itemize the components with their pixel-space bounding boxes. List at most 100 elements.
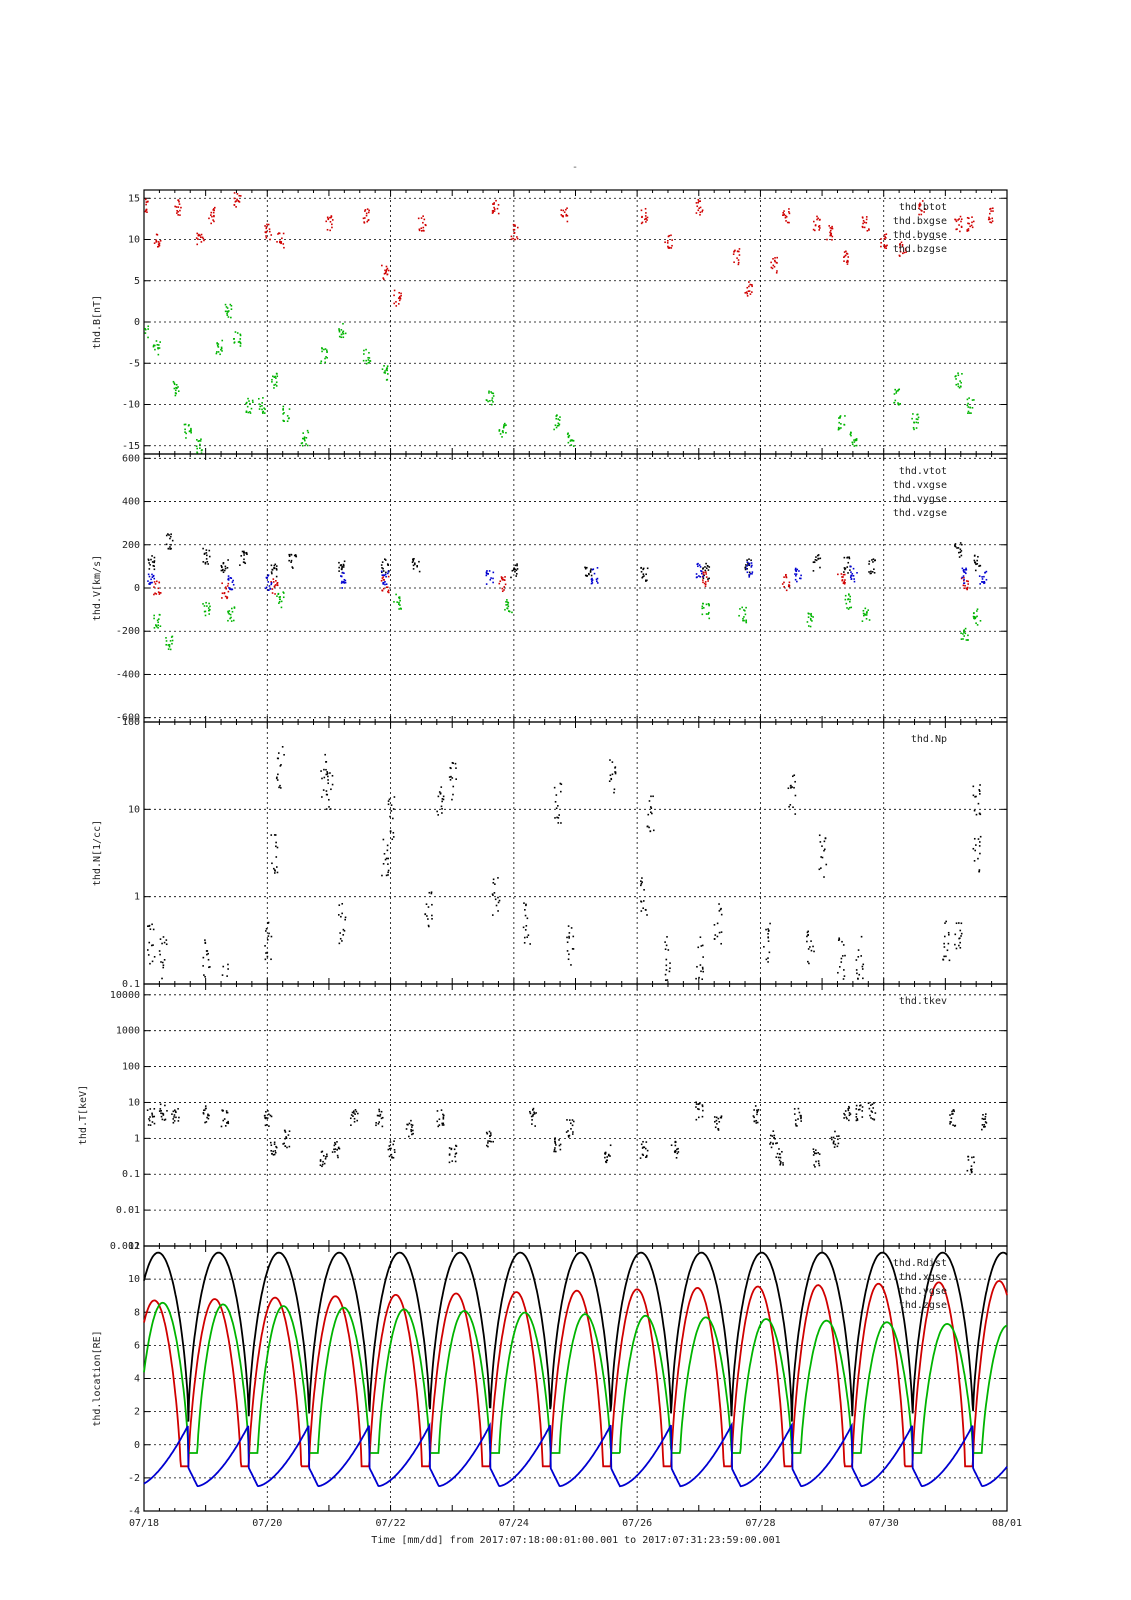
data-point <box>338 570 340 572</box>
data-point <box>270 564 273 567</box>
data-point <box>702 568 704 570</box>
data-point <box>869 572 872 575</box>
data-point <box>751 283 753 286</box>
data-point <box>560 783 563 786</box>
data-point <box>157 621 159 624</box>
y-tick-label: -4 <box>128 1506 140 1517</box>
data-point <box>720 907 722 910</box>
data-point <box>502 431 504 434</box>
data-point <box>780 1161 782 1163</box>
data-point <box>708 566 711 568</box>
data-point <box>386 367 389 369</box>
data-point <box>865 617 868 620</box>
data-point <box>221 569 224 572</box>
data-point <box>295 555 298 558</box>
data-point <box>843 260 845 262</box>
data-point <box>391 838 394 841</box>
data-point <box>743 609 745 611</box>
data-point <box>449 766 452 769</box>
data-point <box>146 949 149 951</box>
data-point <box>177 390 180 392</box>
data-point <box>613 791 615 794</box>
data-point <box>855 959 858 961</box>
data-point <box>264 225 266 227</box>
data-point <box>149 583 151 586</box>
data-point <box>897 389 900 391</box>
data-point <box>219 353 221 356</box>
data-point <box>326 351 328 353</box>
data-point <box>204 1105 207 1107</box>
data-point <box>856 572 858 574</box>
data-point <box>157 626 159 629</box>
data-point <box>696 965 698 968</box>
data-point <box>973 616 976 618</box>
data-point <box>282 1143 284 1145</box>
data-point <box>646 825 649 828</box>
data-point <box>485 399 488 401</box>
data-point <box>707 613 710 615</box>
data-point <box>850 606 853 609</box>
data-point <box>850 574 852 577</box>
data-point <box>979 620 982 622</box>
data-point <box>424 223 427 226</box>
data-point <box>389 815 391 818</box>
data-point <box>229 577 232 579</box>
data-point <box>386 365 389 367</box>
data-point <box>341 566 343 569</box>
data-point <box>846 259 849 262</box>
data-point <box>964 627 967 630</box>
data-point <box>776 270 778 272</box>
data-point <box>412 1132 414 1135</box>
data-point <box>776 256 778 259</box>
data-point <box>748 290 751 292</box>
data-point <box>208 549 211 552</box>
data-point <box>147 925 149 928</box>
data-point <box>150 578 152 581</box>
data-point <box>493 208 496 210</box>
data-point <box>490 391 492 393</box>
data-point <box>773 1137 775 1139</box>
data-point <box>420 227 423 230</box>
data-point <box>368 357 371 359</box>
data-point <box>224 595 227 598</box>
data-point <box>642 573 645 575</box>
data-point <box>385 270 388 273</box>
data-point <box>746 292 749 295</box>
data-point <box>282 592 285 594</box>
data-point <box>756 1113 758 1116</box>
data-point <box>381 574 384 576</box>
data-point <box>278 600 281 603</box>
data-point <box>744 292 747 294</box>
data-point <box>534 1125 536 1127</box>
data-point <box>221 592 224 595</box>
data-point <box>895 390 898 392</box>
data-point <box>491 914 494 916</box>
data-point <box>849 595 852 598</box>
data-point <box>533 1113 536 1115</box>
data-point <box>326 773 328 776</box>
data-point <box>649 806 652 808</box>
data-point <box>707 580 709 582</box>
data-point <box>196 451 198 454</box>
data-point <box>377 1122 380 1125</box>
data-point <box>489 400 491 402</box>
data-point <box>779 1156 782 1159</box>
data-point <box>199 443 201 446</box>
data-point <box>217 343 220 345</box>
data-point <box>516 564 518 567</box>
data-point <box>962 638 964 640</box>
data-point <box>449 779 452 781</box>
data-point <box>823 876 825 878</box>
data-point <box>205 549 208 551</box>
data-point <box>320 362 322 365</box>
data-point <box>776 1142 778 1144</box>
data-point <box>966 580 968 582</box>
data-point <box>787 585 790 588</box>
data-point <box>342 566 345 568</box>
data-point <box>275 575 278 578</box>
data-point <box>269 1114 272 1117</box>
data-point <box>428 925 430 928</box>
data-point <box>233 192 236 194</box>
data-point <box>276 779 279 781</box>
data-point <box>175 1116 177 1119</box>
